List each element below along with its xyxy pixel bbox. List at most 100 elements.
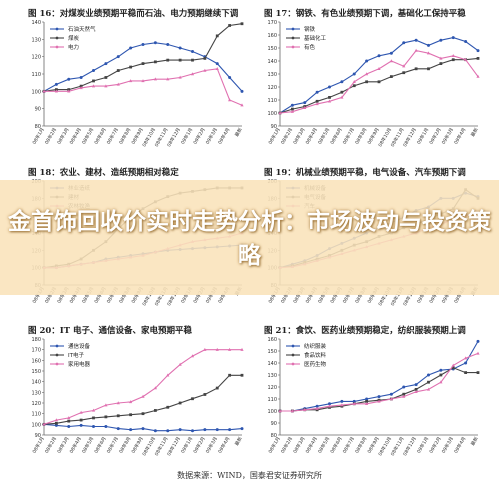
- x-tick-label: 09年3月: [204, 436, 219, 455]
- data-point: [104, 76, 108, 79]
- data-point: [464, 40, 468, 43]
- y-tick-label: 120: [31, 55, 41, 61]
- data-point: [389, 397, 393, 401]
- data-point: [54, 89, 58, 93]
- x-tick-label: 08年2月: [43, 127, 58, 146]
- x-tick-label: 09年4月: [452, 127, 467, 146]
- legend-label: 纺织服装: [304, 342, 327, 350]
- data-point: [215, 428, 219, 432]
- data-point: [42, 89, 46, 93]
- y-tick-label: 130: [31, 390, 41, 396]
- data-point: [178, 401, 182, 405]
- data-point: [153, 409, 157, 412]
- y-tick-label: 130: [267, 373, 277, 379]
- data-point: [203, 68, 207, 72]
- y-tick-label: 110: [267, 98, 277, 104]
- legend-label: 通信设备: [68, 342, 91, 350]
- data-point: [389, 392, 393, 396]
- y-tick-label: 120: [267, 385, 277, 391]
- data-point: [215, 34, 219, 38]
- data-point: [92, 79, 95, 83]
- data-point: [240, 427, 244, 431]
- chart-title-17: 图 17：钢铁、有色业绩预期下调，基础化工保持平稳: [264, 9, 466, 19]
- data-point: [203, 393, 207, 396]
- data-point: [476, 74, 480, 78]
- legend-marker: [291, 45, 295, 49]
- data-point: [203, 57, 207, 60]
- y-tick-label: 80: [271, 433, 277, 439]
- data-point: [67, 89, 71, 93]
- data-point: [116, 55, 120, 59]
- data-point: [340, 80, 344, 84]
- legend-label: 钢铁: [304, 25, 316, 33]
- data-point: [476, 49, 480, 53]
- y-tick-label: 100: [267, 111, 277, 117]
- data-point: [166, 373, 170, 377]
- data-point: [365, 80, 369, 84]
- data-point: [92, 69, 95, 73]
- x-tick-label: 08年5月: [316, 436, 331, 455]
- x-tick-label: 09年3月: [204, 127, 219, 146]
- data-point: [129, 79, 133, 83]
- chart-title-20: 图 20：IT 电子、通信设备、家电预期平稳: [28, 326, 193, 336]
- data-point: [240, 22, 244, 26]
- data-point: [402, 394, 406, 398]
- legend-marker: [291, 36, 295, 40]
- data-point: [340, 404, 344, 408]
- y-tick-label: 160: [31, 358, 41, 364]
- data-point: [79, 423, 83, 427]
- data-point: [439, 62, 443, 65]
- data-point: [203, 428, 207, 432]
- data-point: [389, 59, 393, 63]
- data-point: [141, 427, 145, 431]
- legend-marker: [55, 344, 59, 348]
- data-point: [166, 43, 170, 47]
- data-point: [116, 82, 120, 86]
- data-point: [141, 43, 145, 47]
- data-point: [402, 385, 406, 389]
- data-point: [215, 67, 219, 70]
- x-tick-label: 08年7月: [341, 436, 356, 455]
- data-point: [178, 58, 182, 62]
- legend-marker: [55, 362, 59, 366]
- series-line: [280, 367, 478, 412]
- data-point: [178, 362, 182, 366]
- data-point: [352, 402, 356, 405]
- data-point: [278, 111, 282, 115]
- data-point: [377, 395, 381, 399]
- data-point: [116, 401, 120, 405]
- data-point: [464, 371, 468, 374]
- x-tick-label: 09年2月: [428, 127, 443, 146]
- x-tick-label: 08年3月: [55, 127, 70, 146]
- legend-label: 食品饮料: [304, 351, 327, 359]
- data-point: [327, 99, 332, 103]
- legend-marker: [291, 362, 295, 366]
- data-point: [141, 394, 145, 398]
- data-point: [340, 403, 344, 407]
- data-point: [153, 41, 157, 45]
- x-tick-label: 08年4月: [68, 436, 83, 455]
- data-point: [129, 428, 133, 432]
- y-tick-label: 170: [31, 348, 41, 354]
- data-point: [414, 390, 418, 393]
- data-point: [129, 65, 133, 69]
- data-point: [104, 415, 108, 419]
- legend-marker: [55, 27, 59, 31]
- data-point: [228, 98, 232, 102]
- x-tick-label: 08年4月: [68, 127, 83, 146]
- data-point: [315, 99, 319, 103]
- x-tick-label: 08年8月: [117, 127, 132, 146]
- data-point: [414, 48, 418, 52]
- data-point: [414, 388, 418, 391]
- y-tick-label: 140: [31, 20, 41, 26]
- data-point: [54, 421, 58, 425]
- data-point: [178, 75, 182, 79]
- data-point: [315, 102, 319, 106]
- data-point: [116, 427, 120, 431]
- x-tick-label: 09年4月: [216, 127, 231, 146]
- data-point: [352, 84, 356, 88]
- data-point: [377, 80, 381, 84]
